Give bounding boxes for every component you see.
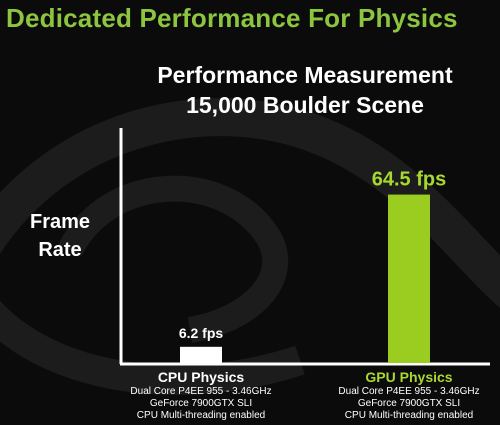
y-axis-label: Frame Rate <box>20 208 100 264</box>
y-axis-label-line-2: Rate <box>38 239 82 261</box>
cpu-spec-line-2: GeForce 7900GTX SLI <box>149 398 253 409</box>
gpu-spec-line-3: CPU Multi-threading enabled <box>344 410 474 421</box>
bar-gpu-physics <box>388 194 430 363</box>
category-block-gpu: GPU Physics Dual Core P4EE 955 - 3.46GHz… <box>319 369 499 422</box>
page-headline: Dedicated Performance For Physics <box>6 3 458 33</box>
bar-group <box>180 194 430 363</box>
background-swoosh-logo <box>0 98 500 395</box>
y-axis-label-line-1: Frame <box>29 211 91 233</box>
bar-cpu-physics <box>180 346 222 363</box>
gpu-spec-line-1: Dual Core P4EE 955 - 3.46GHz <box>338 386 480 397</box>
cpu-spec-line-1: Dual Core P4EE 955 - 3.46GHz <box>130 386 272 397</box>
value-label-group: 6.2 fps 64.5 fps <box>179 169 446 341</box>
gpu-spec-line-2: GeForce 7900GTX SLI <box>357 398 461 409</box>
category-label-cpu: CPU Physics <box>157 369 245 385</box>
category-label-gpu: GPU Physics <box>365 369 453 385</box>
value-label-cpu-physics: 6.2 fps <box>179 325 224 341</box>
category-block-cpu: CPU Physics Dual Core P4EE 955 - 3.46GHz… <box>111 369 291 422</box>
chart-title-line-2: 15,000 Boulder Scene <box>186 92 424 118</box>
chart-title-line-1: Performance Measurement <box>157 62 453 88</box>
value-label-gpu-physics: 64.5 fps <box>372 169 446 191</box>
cpu-spec-line-3: CPU Multi-threading enabled <box>136 410 266 421</box>
